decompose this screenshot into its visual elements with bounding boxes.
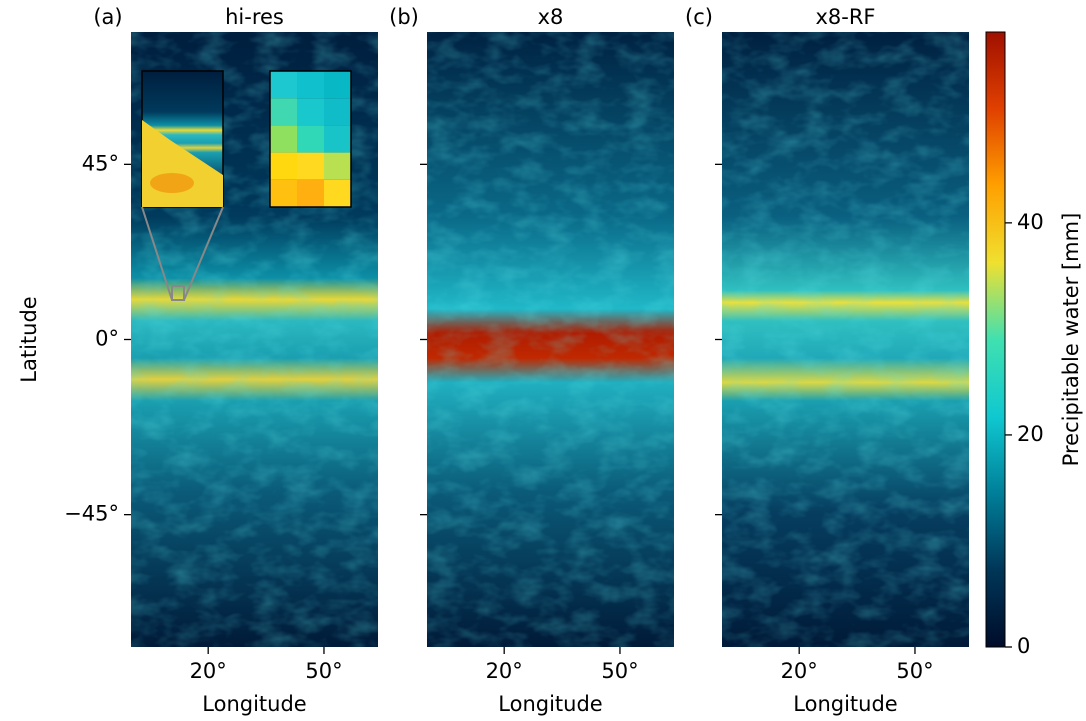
- inset-hires-spot: [150, 173, 194, 193]
- inset-cell: [324, 152, 351, 180]
- inset-cell: [297, 152, 324, 180]
- panel-label: (a): [93, 5, 122, 29]
- panel-title: x8-RF: [815, 5, 875, 29]
- zoom-line: [141, 206, 173, 301]
- inset-cell: [270, 152, 297, 180]
- y-axis-label: Latitude: [17, 296, 41, 382]
- panel-label: (c): [685, 5, 713, 29]
- y-tick-label: 0°: [95, 327, 119, 351]
- y-tick-label: −45°: [64, 502, 119, 526]
- zoom-line: [183, 206, 224, 301]
- x-tick-label: 20°: [781, 659, 818, 683]
- x-tick-label: 20°: [190, 659, 227, 683]
- inset-group: [141, 70, 352, 301]
- colorbar-tick-label: 40: [1017, 210, 1044, 234]
- inset-cell: [270, 98, 297, 126]
- colorbar-tick-label: 0: [1017, 634, 1030, 658]
- inset-cell: [297, 71, 324, 99]
- inset-cell: [324, 98, 351, 126]
- x-tick-label: 20°: [486, 659, 523, 683]
- colorbar: [985, 31, 1006, 648]
- inset-cell: [297, 179, 324, 207]
- inset-cell: [324, 71, 351, 99]
- panel-title: x8: [538, 5, 564, 29]
- zoom-region: [171, 285, 185, 301]
- inset-cell: [324, 125, 351, 153]
- inset-cell: [297, 125, 324, 153]
- x-tick-label: 50°: [305, 659, 342, 683]
- heatmap-texture: [722, 32, 969, 647]
- x-tick-label: 50°: [896, 659, 933, 683]
- heatmap-texture: [427, 32, 674, 647]
- inset-cell: [324, 179, 351, 207]
- inset-cell: [270, 125, 297, 153]
- inset-cell: [270, 179, 297, 207]
- y-tick-label: 45°: [82, 151, 119, 175]
- colorbar-label: Precipitable water [mm]: [1059, 213, 1083, 467]
- x-axis-label: Longitude: [202, 692, 306, 716]
- colorbar-tick-label: 20: [1017, 422, 1044, 446]
- panel-label: (b): [389, 5, 419, 29]
- inset-cell: [297, 98, 324, 126]
- x-tick-label: 50°: [601, 659, 638, 683]
- x-axis-label: Longitude: [498, 692, 602, 716]
- panel-title: hi-res: [225, 5, 284, 29]
- x-axis-label: Longitude: [793, 692, 897, 716]
- inset-cell: [270, 71, 297, 99]
- inset-box-coarse: [269, 70, 352, 208]
